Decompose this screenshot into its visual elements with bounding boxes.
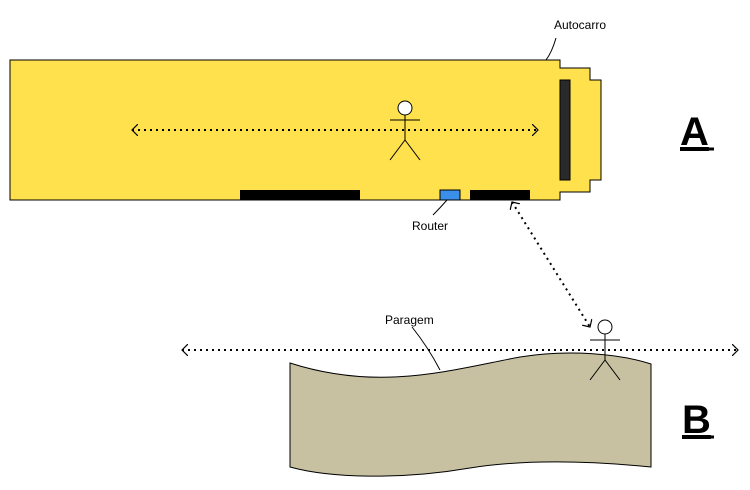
scenario-b-label: B: [682, 398, 711, 442]
stop-callout-line: [411, 326, 441, 371]
bus-callout-line: [545, 37, 557, 61]
router-icon: [439, 189, 461, 201]
person-at-stop-icon: [589, 319, 621, 381]
bus-door-front: [470, 190, 530, 200]
stop-label: Paragem: [385, 313, 434, 327]
bus-door-rear: [240, 190, 360, 200]
router-label: Router: [412, 219, 448, 233]
person-on-bus-icon: [389, 100, 421, 161]
bus-body: [9, 59, 602, 201]
bus-windshield: [559, 79, 571, 181]
scenario-a-label: A: [680, 110, 709, 154]
boarding-arrow: [512, 202, 590, 327]
router-callout-line: [432, 199, 448, 216]
bus: [9, 59, 602, 201]
bus-label: Autocarro: [554, 18, 606, 32]
bus-stop-area: [289, 352, 652, 477]
